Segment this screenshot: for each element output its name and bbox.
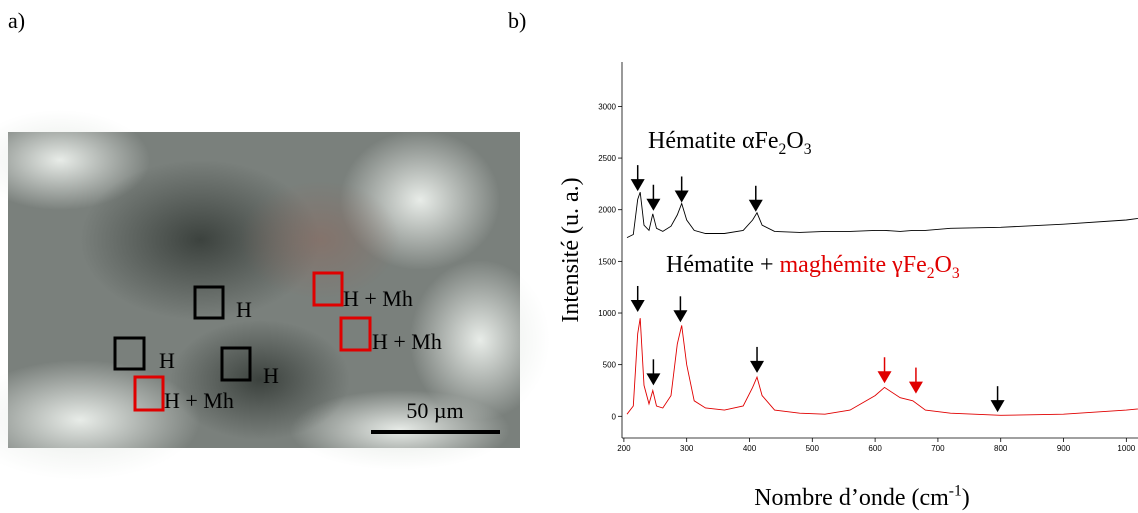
arrow-head	[646, 373, 661, 386]
square	[312, 271, 344, 307]
annotation-part: maghémite γFe	[780, 252, 927, 278]
region-label: H + Mh	[372, 329, 442, 354]
square	[113, 336, 146, 371]
arrow-head	[750, 360, 765, 373]
annotation: Hématite αFe2O3	[648, 128, 812, 158]
y-tick-label: 2500	[598, 154, 616, 163]
x-axis-label-part: Nombre d’onde (cm	[754, 485, 949, 511]
x-tick-label: 1000	[1117, 444, 1135, 453]
y-tick-label: 3000	[598, 102, 616, 111]
x-tick-label: 500	[806, 444, 820, 453]
scale-bar-label: 50 µm	[406, 398, 463, 423]
y-tick-label: 500	[603, 361, 617, 370]
x-axis-label-part: -1	[949, 482, 962, 499]
x-tick-label: 200	[617, 444, 631, 453]
annotation-part: O	[786, 128, 803, 154]
arrow-head	[630, 299, 645, 312]
region-label: H	[159, 348, 175, 373]
annotation-part: O	[935, 252, 952, 278]
arrow-head	[673, 310, 688, 323]
y-tick-label: 1000	[598, 309, 616, 318]
annotation-part: 3	[952, 265, 960, 282]
annotation: Hématite + maghémite γFe2O3	[666, 252, 960, 282]
y-tick-label: 2000	[598, 206, 616, 215]
annotation-part: 2	[927, 265, 935, 282]
square	[339, 316, 372, 352]
region-label: H + Mh	[164, 388, 234, 413]
annotation-part: Hématite +	[666, 252, 780, 278]
region-label: H + Mh	[343, 286, 413, 311]
arrow-head	[990, 400, 1005, 413]
arrow-head	[877, 371, 892, 384]
y-tick-label: 0	[612, 412, 617, 421]
y-tick-label: 1500	[598, 257, 616, 266]
annotation-part: 2	[779, 141, 787, 158]
x-tick-label: 800	[994, 444, 1008, 453]
square	[193, 285, 225, 320]
micrograph: H H + Mh H + Mh H H H + Mh 50 µm	[0, 110, 550, 480]
arrow-head	[748, 199, 763, 212]
x-tick-label: 400	[743, 444, 757, 453]
annotation-part: 3	[804, 141, 812, 158]
region-label: H	[236, 297, 252, 322]
arrow-head	[646, 198, 661, 211]
x-tick-label: 300	[680, 444, 694, 453]
x-tick-label: 900	[1057, 444, 1071, 453]
spectrum	[626, 318, 1138, 416]
region-label: H	[263, 363, 279, 388]
annotation-part: Hématite αFe	[648, 128, 779, 154]
arrow-head	[630, 179, 645, 192]
y-axis-label: Intensité (u. a.)	[558, 177, 584, 322]
square	[133, 375, 165, 412]
panel-label: b)	[508, 8, 526, 33]
x-axis-label: Nombre d’onde (cm-1)	[754, 482, 970, 511]
x-axis-label-part: )	[962, 485, 970, 511]
x-tick-label: 700	[931, 444, 945, 453]
spectrum	[626, 192, 1138, 239]
arrow-head	[674, 190, 689, 203]
x-tick-label: 600	[868, 444, 882, 453]
chart: 0 500 1000 1500 2000 2500 3000 200 300 400 500 600 7…	[558, 62, 1138, 511]
panel-label: a)	[8, 8, 25, 33]
arrow-head	[908, 381, 923, 394]
square	[220, 346, 252, 382]
